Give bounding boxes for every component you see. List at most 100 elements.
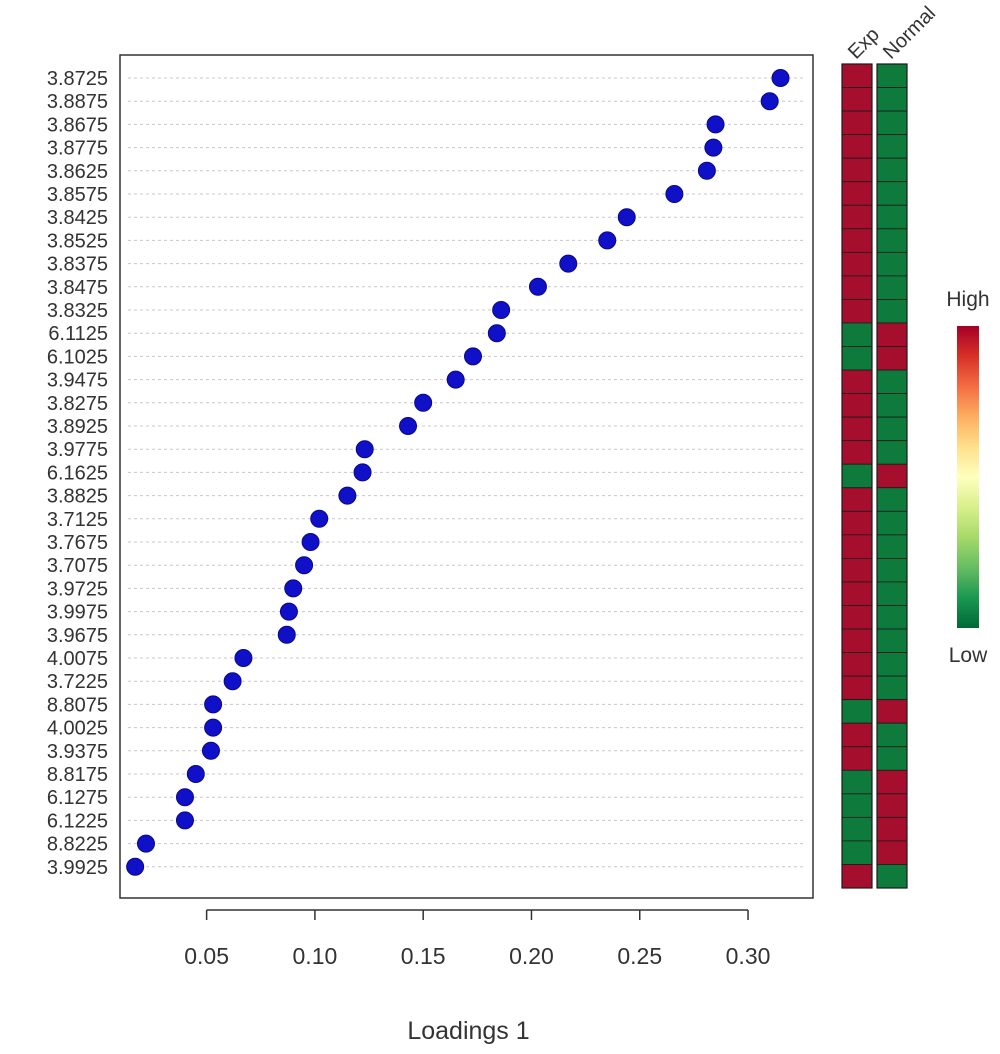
heatmap-column-frame bbox=[876, 63, 908, 889]
heatmap-cell bbox=[876, 487, 908, 512]
y-tick-label: 6.1625 bbox=[47, 462, 108, 484]
data-point bbox=[126, 857, 145, 876]
heatmap-cell bbox=[841, 87, 873, 112]
data-point bbox=[353, 463, 372, 482]
heatmap-column-frame bbox=[841, 63, 873, 889]
color-legend: High Low bbox=[946, 288, 989, 667]
heatmap-cell bbox=[841, 605, 873, 630]
data-point bbox=[204, 695, 223, 714]
data-points bbox=[126, 69, 790, 876]
heatmap-cell bbox=[876, 534, 908, 559]
heatmap-cell bbox=[841, 864, 873, 889]
heatmap-cell bbox=[841, 251, 873, 277]
data-point bbox=[528, 277, 547, 296]
heatmap-cell bbox=[841, 769, 873, 795]
heatmap-cell bbox=[841, 346, 873, 371]
data-point bbox=[771, 69, 790, 87]
data-point bbox=[399, 417, 418, 435]
heatmap-cell bbox=[876, 110, 908, 136]
y-tick-label: 3.9375 bbox=[47, 741, 108, 763]
heatmap-cell bbox=[876, 793, 908, 818]
data-point bbox=[487, 324, 506, 343]
heatmap-cell bbox=[876, 510, 908, 536]
y-tick-label: 3.8325 bbox=[47, 300, 108, 322]
grid-lines bbox=[128, 77, 805, 868]
heatmap-cell bbox=[841, 440, 873, 465]
data-point bbox=[136, 834, 155, 853]
x-tick-label: 0.10 bbox=[293, 943, 338, 969]
heatmap-column-label: Normal bbox=[879, 2, 940, 63]
data-point bbox=[186, 765, 205, 783]
data-point bbox=[760, 92, 779, 111]
data-point bbox=[175, 788, 194, 807]
heatmap-cell bbox=[876, 157, 908, 183]
heatmap-cell bbox=[876, 605, 908, 630]
y-tick-label: 3.7075 bbox=[47, 555, 108, 577]
heatmap-cell bbox=[841, 487, 873, 512]
data-point bbox=[463, 347, 482, 366]
heatmap-cell bbox=[841, 369, 873, 394]
legend-high-label: High bbox=[946, 288, 989, 311]
data-point bbox=[277, 625, 296, 644]
data-point bbox=[617, 208, 636, 227]
data-point bbox=[279, 602, 298, 621]
x-tick-label: 0.20 bbox=[509, 943, 554, 969]
x-tick-label: 0.15 bbox=[401, 943, 446, 969]
heatmap-cell bbox=[841, 63, 873, 88]
heatmap-cell bbox=[876, 393, 908, 418]
y-tick-label: 3.9975 bbox=[47, 602, 108, 624]
heatmap-cell bbox=[876, 87, 908, 112]
heatmap-cell bbox=[876, 463, 908, 489]
data-point bbox=[704, 138, 723, 157]
heatmap-cell bbox=[841, 416, 873, 442]
heatmap-cell bbox=[841, 628, 873, 653]
heatmap-cell bbox=[876, 228, 908, 253]
heatmap-cell bbox=[841, 558, 873, 583]
heatmap-cell bbox=[876, 769, 908, 795]
heatmap-cell bbox=[841, 746, 873, 771]
y-tick-label: 3.8575 bbox=[47, 184, 108, 206]
heatmap-cell bbox=[841, 581, 873, 606]
heatmap-cell bbox=[876, 299, 908, 324]
y-tick-label: 3.8525 bbox=[47, 230, 108, 252]
data-point bbox=[598, 231, 617, 250]
data-point bbox=[414, 393, 433, 412]
heatmap-cell bbox=[841, 275, 873, 300]
heatmap-cell bbox=[841, 157, 873, 183]
data-point bbox=[706, 115, 725, 134]
data-point bbox=[234, 649, 253, 667]
x-axis-title: Loadings 1 bbox=[407, 1017, 529, 1045]
data-point bbox=[284, 579, 303, 598]
heatmap-cell bbox=[841, 534, 873, 559]
heatmap-cell bbox=[841, 322, 873, 347]
y-tick-label: 3.7225 bbox=[47, 671, 108, 693]
heatmap-cell bbox=[876, 581, 908, 606]
heatmap-cell bbox=[841, 204, 873, 230]
heatmap-cell bbox=[841, 510, 873, 536]
x-tick-label: 0.30 bbox=[726, 943, 771, 969]
data-point bbox=[223, 672, 242, 691]
legend-gradient-bar bbox=[957, 326, 979, 628]
heatmap-cell bbox=[876, 251, 908, 277]
y-tick-label: 3.8275 bbox=[47, 393, 108, 415]
data-point bbox=[175, 811, 194, 830]
heatmap-cell bbox=[876, 558, 908, 583]
y-tick-label: 4.0075 bbox=[47, 648, 108, 670]
heatmap-cell bbox=[876, 699, 908, 724]
heatmap-cell bbox=[841, 181, 873, 206]
y-tick-label: 6.1125 bbox=[48, 323, 108, 345]
heatmap-cell bbox=[876, 864, 908, 889]
heatmap-cell bbox=[841, 816, 873, 842]
data-point bbox=[338, 486, 357, 505]
data-point bbox=[492, 301, 511, 319]
y-tick-label: 3.8375 bbox=[47, 254, 108, 276]
y-tick-label: 3.8625 bbox=[47, 161, 108, 183]
heatmap-cell bbox=[841, 110, 873, 136]
heatmap-cell bbox=[841, 463, 873, 489]
plot-area-frame bbox=[119, 54, 814, 899]
y-tick-label: 6.1025 bbox=[47, 346, 108, 368]
y-tick-label: 3.8925 bbox=[47, 416, 108, 438]
heatmap-cell bbox=[876, 746, 908, 771]
